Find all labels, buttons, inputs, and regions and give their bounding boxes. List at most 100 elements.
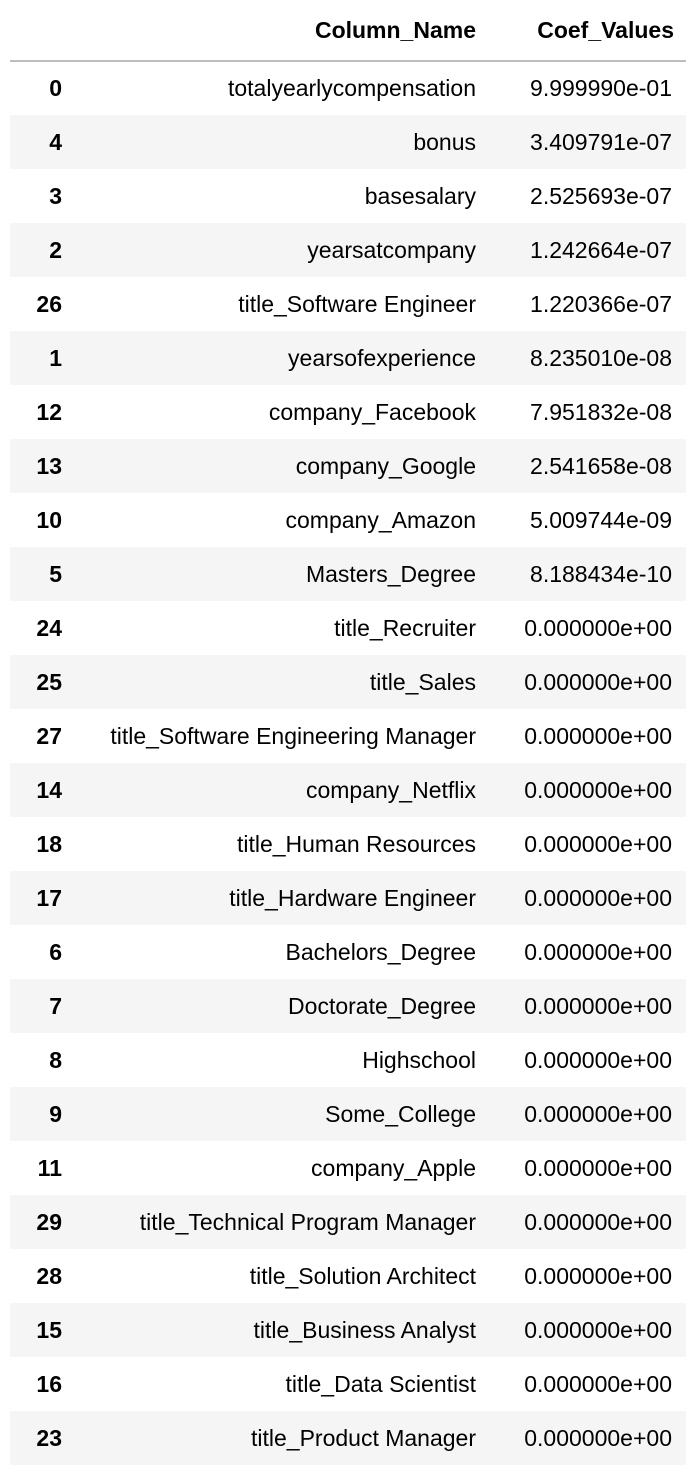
column-name-cell: title_Technical Program Manager xyxy=(139,1208,476,1235)
table-row: 28 title_Solution Architect 0.000000e+00 xyxy=(10,1249,686,1303)
coef-value-cell: 0.000000e+00 xyxy=(524,722,672,749)
column-name-cell: company_Netflix xyxy=(305,776,476,803)
table-row: 26 title_Software Engineer 1.220366e-07 xyxy=(10,277,686,331)
table-body: 0 totalyearlycompensation 9.999990e-01 4 bon… xyxy=(10,61,686,1465)
table-row: 3 basesalary 2.525693e-07 xyxy=(10,169,686,223)
row-index: 18 xyxy=(36,830,62,857)
column-name-cell: bonus xyxy=(413,128,476,155)
row-index: 27 xyxy=(36,722,62,749)
coef-values-header: Coef_Values xyxy=(488,0,686,62)
table-row: 6 Bachelors_Degree 0.000000e+00 xyxy=(10,925,686,979)
coef-value-cell: 0.000000e+00 xyxy=(524,1424,672,1451)
row-index: 8 xyxy=(49,1046,62,1073)
table-row: 0 totalyearlycompensation 9.999990e-01 xyxy=(10,61,686,115)
column-name-cell: company_Amazon xyxy=(285,506,477,533)
index-header xyxy=(10,0,68,62)
coef-value-cell: 0.000000e+00 xyxy=(524,1370,672,1397)
column-name-cell: company_Apple xyxy=(311,1154,476,1181)
table-row: 12 company_Facebook 7.951832e-08 xyxy=(10,385,686,439)
coef-value-cell: 1.242664e-07 xyxy=(530,236,672,263)
row-index: 11 xyxy=(37,1154,62,1181)
row-index: 1 xyxy=(49,344,62,371)
row-index: 17 xyxy=(36,884,62,911)
coef-value-cell: 0.000000e+00 xyxy=(524,776,672,803)
column-name-cell: yearsofexperience xyxy=(288,344,476,371)
table-row: 2 yearsatcompany 1.242664e-07 xyxy=(10,223,686,277)
column-name-header: Column_Name xyxy=(68,0,488,62)
row-index: 29 xyxy=(36,1208,62,1235)
coef-value-cell: 0.000000e+00 xyxy=(524,1046,672,1073)
row-index: 28 xyxy=(36,1262,62,1289)
table-header: Column_Name Coef_Values xyxy=(10,0,686,62)
table-row: 23 title_Product Manager 0.000000e+00 xyxy=(10,1411,686,1465)
column-name-cell: company_Google xyxy=(295,452,476,479)
table-row: 16 title_Data Scientist 0.000000e+00 xyxy=(10,1357,686,1411)
row-index: 23 xyxy=(36,1424,62,1451)
coef-value-cell: 1.220366e-07 xyxy=(530,290,672,317)
row-index: 13 xyxy=(36,452,62,479)
table-row: 14 company_Netflix 0.000000e+00 xyxy=(10,763,686,817)
coef-value-cell: 2.525693e-07 xyxy=(530,182,672,209)
row-index: 12 xyxy=(36,398,62,425)
column-name-cell: Highschool xyxy=(362,1046,476,1073)
coef-value-cell: 3.409791e-07 xyxy=(530,128,672,155)
table-row: 7 Doctorate_Degree 0.000000e+00 xyxy=(10,979,686,1033)
coef-value-cell: 8.235010e-08 xyxy=(530,344,672,371)
column-name-cell: Doctorate_Degree xyxy=(288,992,476,1019)
column-name-cell: title_Recruiter xyxy=(334,614,476,641)
column-name-cell: company_Facebook xyxy=(268,398,476,425)
coef-value-cell: 0.000000e+00 xyxy=(524,884,672,911)
table-row: 8 Highschool 0.000000e+00 xyxy=(10,1033,686,1087)
column-name-cell: yearsatcompany xyxy=(307,236,476,263)
coef-value-cell: 8.188434e-10 xyxy=(530,560,672,587)
coef-value-cell: 5.009744e-09 xyxy=(530,506,672,533)
table-row: 5 Masters_Degree 8.188434e-10 xyxy=(10,547,686,601)
table-row: 17 title_Hardware Engineer 0.000000e+00 xyxy=(10,871,686,925)
row-index: 26 xyxy=(36,290,62,317)
table-row: 1 yearsofexperience 8.235010e-08 xyxy=(10,331,686,385)
row-index: 14 xyxy=(36,776,62,803)
coef-value-cell: 0.000000e+00 xyxy=(524,1100,672,1127)
table-row: 18 title_Human Resources 0.000000e+00 xyxy=(10,817,686,871)
coef-value-cell: 0.000000e+00 xyxy=(524,1316,672,1343)
column-name-cell: Bachelors_Degree xyxy=(285,938,476,965)
row-index: 25 xyxy=(36,668,62,695)
table-row: 15 title_Business Analyst 0.000000e+00 xyxy=(10,1303,686,1357)
row-index: 10 xyxy=(36,506,62,533)
row-index: 15 xyxy=(36,1316,62,1343)
row-index: 3 xyxy=(49,182,62,209)
table-row: 4 bonus 3.409791e-07 xyxy=(10,115,686,169)
row-index: 0 xyxy=(49,75,62,101)
column-name-cell: title_Business Analyst xyxy=(253,1316,476,1343)
coef-value-cell: 9.999990e-01 xyxy=(530,75,672,101)
table-row: 11 company_Apple 0.000000e+00 xyxy=(10,1141,686,1195)
table-row: 24 title_Recruiter 0.000000e+00 xyxy=(10,601,686,655)
coef-value-cell: 2.541658e-08 xyxy=(530,452,672,479)
row-index: 16 xyxy=(36,1370,62,1397)
column-name-cell: title_Software Engineering Manager xyxy=(110,722,476,749)
column-name-cell: title_Product Manager xyxy=(250,1424,476,1451)
column-name-cell: basesalary xyxy=(364,182,476,209)
table-row: 27 title_Software Engineering Manager 0.00… xyxy=(10,709,686,763)
coef-value-cell: 7.951832e-08 xyxy=(530,398,672,425)
row-index: 9 xyxy=(49,1100,62,1127)
table-row: 29 title_Technical Program Manager 0.00000… xyxy=(10,1195,686,1249)
row-index: 7 xyxy=(49,992,62,1019)
table-row: 13 company_Google 2.541658e-08 xyxy=(10,439,686,493)
column-name-cell: totalyearlycompensation xyxy=(227,75,476,101)
coef-value-cell: 0.000000e+00 xyxy=(524,1208,672,1235)
column-name-cell: title_Human Resources xyxy=(236,830,476,857)
table-row: 10 company_Amazon 5.009744e-09 xyxy=(10,493,686,547)
coef-value-cell: 0.000000e+00 xyxy=(524,1154,672,1181)
column-name-cell: Masters_Degree xyxy=(305,560,476,587)
coef-value-cell: 0.000000e+00 xyxy=(524,992,672,1019)
row-index: 5 xyxy=(49,560,62,587)
row-index: 4 xyxy=(49,128,62,155)
column-name-cell: title_Software Engineer xyxy=(238,290,476,317)
row-index: 2 xyxy=(49,236,62,263)
coef-value-cell: 0.000000e+00 xyxy=(524,938,672,965)
column-name-cell: title_Hardware Engineer xyxy=(229,884,476,911)
coef-value-cell: 0.000000e+00 xyxy=(524,830,672,857)
coef-value-cell: 0.000000e+00 xyxy=(524,1262,672,1289)
